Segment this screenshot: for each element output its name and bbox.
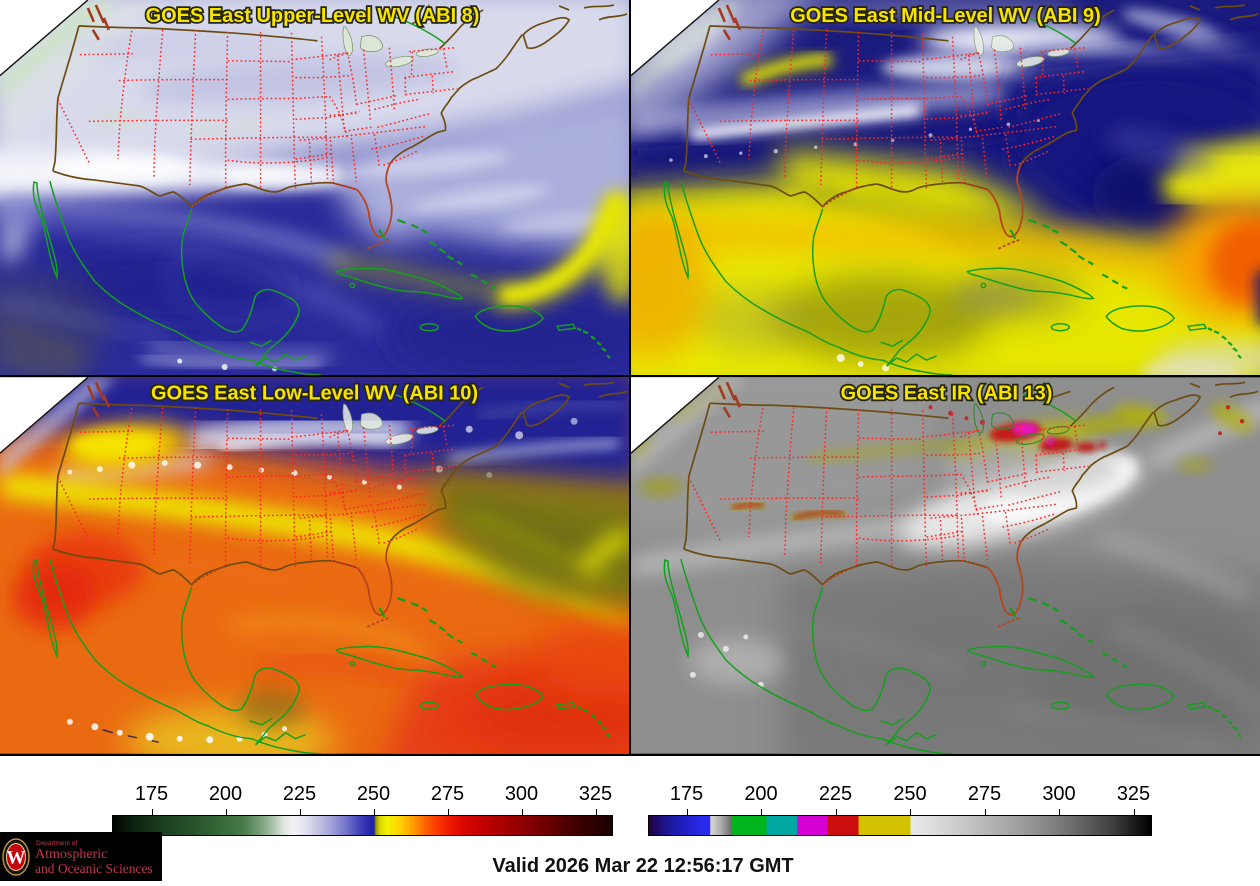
svg-text:GOES East IR (ABI 13): GOES East IR (ABI 13) <box>841 382 1053 404</box>
svg-text:Department of: Department of <box>36 840 77 847</box>
svg-text:GOES East Low-Level WV (ABI 10: GOES East Low-Level WV (ABI 10) <box>151 382 478 404</box>
svg-text:GOES East Mid-Level WV (ABI 9): GOES East Mid-Level WV (ABI 9) <box>790 5 1101 27</box>
svg-text:W: W <box>7 848 26 869</box>
svg-text:Atmospheric: Atmospheric <box>35 847 107 862</box>
svg-text:GOES East Upper-Level WV (ABI: GOES East Upper-Level WV (ABI 8) <box>146 5 480 27</box>
svg-text:and Oceanic Sciences: and Oceanic Sciences <box>35 861 153 876</box>
